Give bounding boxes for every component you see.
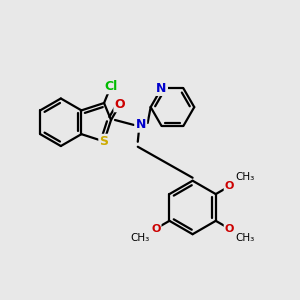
Text: Cl: Cl	[104, 80, 117, 93]
Text: S: S	[100, 135, 109, 148]
Text: CH₃: CH₃	[235, 172, 255, 182]
Text: O: O	[225, 181, 234, 191]
Text: O: O	[115, 98, 125, 111]
Text: O: O	[225, 224, 234, 234]
Text: N: N	[136, 118, 146, 131]
Text: CH₃: CH₃	[130, 233, 150, 243]
Text: CH₃: CH₃	[235, 233, 255, 243]
Text: O: O	[151, 224, 160, 234]
Text: N: N	[156, 82, 167, 95]
